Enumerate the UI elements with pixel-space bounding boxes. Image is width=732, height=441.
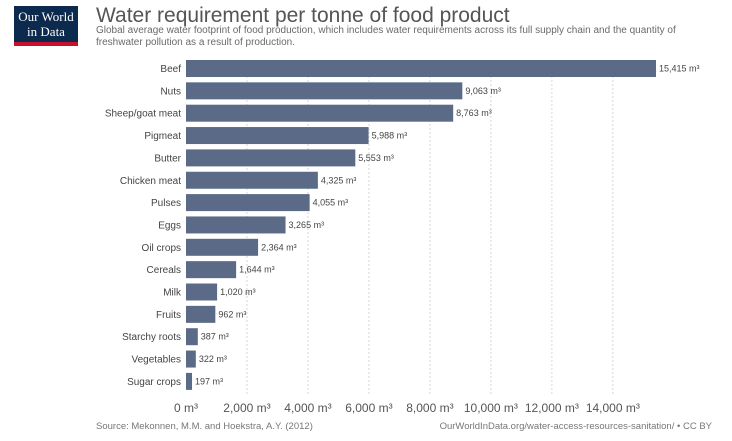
category-label: Eggs [158, 220, 181, 231]
value-label: 4,055 m³ [313, 198, 349, 208]
value-label: 5,988 m³ [372, 131, 408, 141]
value-label: 9,063 m³ [465, 86, 501, 96]
x-tick-label: 14,000 m³ [586, 401, 640, 415]
value-label: 4,325 m³ [321, 175, 357, 185]
bar[interactable] [186, 127, 369, 145]
x-tick-label: 12,000 m³ [525, 401, 579, 415]
x-tick-label: 4,000 m³ [284, 401, 331, 415]
bar[interactable] [186, 283, 218, 301]
bar[interactable] [186, 60, 656, 77]
bar[interactable] [186, 216, 286, 234]
x-tick-label: 0 m³ [174, 401, 198, 415]
x-tick-label: 6,000 m³ [345, 401, 392, 415]
x-axis-tick-labels: 0 m³ 2,000 m³ 4,000 m³ 6,000 m³ 8,000 m³ 10,0… [174, 401, 640, 415]
bar[interactable] [186, 350, 196, 368]
category-label: Pigmeat [144, 131, 181, 142]
logo-line-1: Our World [18, 9, 74, 24]
bar[interactable] [186, 171, 318, 189]
category-label: Butter [154, 153, 181, 164]
x-tick-label: 10,000 m³ [464, 401, 518, 415]
source-url[interactable]: OurWorldInData.org/water-access-resource… [439, 421, 712, 432]
value-label: 3,265 m³ [289, 220, 325, 230]
category-label: Sheep/goat meat [105, 109, 181, 120]
chart-title: Water requirement per tonne of food prod… [96, 4, 510, 27]
x-tick-label: 2,000 m³ [223, 401, 270, 415]
value-labels: 15,415 m³ 9,063 m³ 8,763 m³ 5,988 m³ 5,553 m… [195, 64, 700, 387]
bar[interactable] [186, 82, 463, 100]
logo-red-bar [14, 42, 78, 46]
value-label: 197 m³ [195, 376, 223, 386]
value-label: 8,763 m³ [456, 108, 492, 118]
value-label: 1,020 m³ [220, 287, 256, 297]
category-labels: Beef Nuts Sheep/goat meat Pigmeat Butter Chic… [105, 64, 182, 388]
value-label: 2,364 m³ [261, 242, 297, 252]
value-label: 15,415 m³ [659, 64, 700, 74]
bar[interactable] [186, 372, 193, 390]
bar[interactable] [186, 328, 198, 346]
category-label: Chicken meat [120, 176, 181, 187]
bar[interactable] [186, 305, 216, 323]
value-label: 322 m³ [199, 354, 227, 364]
bar[interactable] [186, 261, 237, 279]
chart-subtitle: Global average water footprint of food p… [96, 25, 676, 48]
source-note: Source: Mekonnen, M.M. and Hoekstra, A.Y… [96, 421, 313, 432]
logo-line-2: in Data [27, 24, 65, 39]
bar[interactable] [186, 194, 310, 212]
category-label: Sugar crops [127, 377, 181, 388]
owid-logo: Our World in Data [14, 6, 78, 46]
category-label: Beef [160, 64, 181, 75]
category-label: Vegetables [132, 355, 182, 366]
category-label: Fruits [156, 310, 181, 321]
category-label: Nuts [160, 86, 181, 97]
value-label: 962 m³ [218, 309, 246, 319]
category-label: Cereals [147, 265, 181, 276]
value-label: 5,553 m³ [358, 153, 394, 163]
category-label: Milk [163, 288, 182, 299]
category-label: Oil crops [142, 243, 181, 254]
bar[interactable] [186, 104, 454, 122]
bar[interactable] [186, 238, 259, 256]
category-label: Pulses [151, 198, 181, 209]
value-label: 387 m³ [201, 332, 229, 342]
bars [186, 60, 656, 390]
bar[interactable] [186, 149, 356, 167]
x-tick-label: 8,000 m³ [406, 401, 453, 415]
value-label: 1,644 m³ [239, 265, 275, 275]
category-label: Starchy roots [122, 332, 181, 343]
